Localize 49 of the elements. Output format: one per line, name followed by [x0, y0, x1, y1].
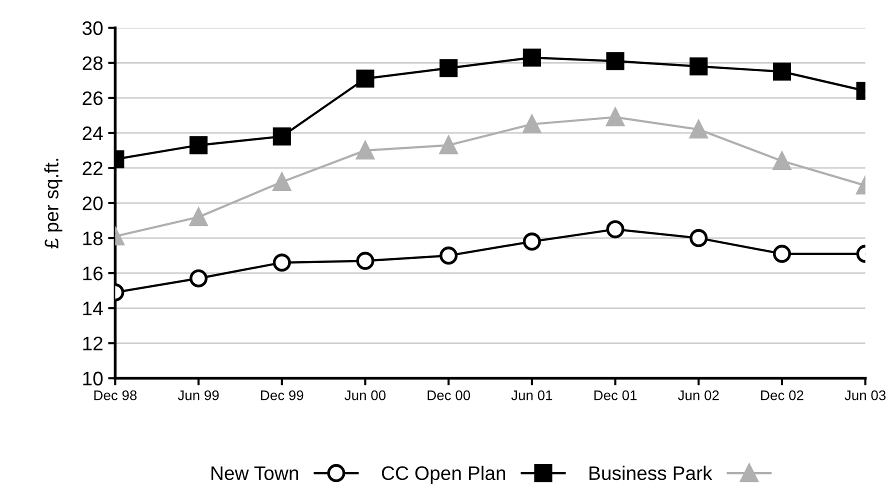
legend-label: CC Open Plan [382, 466, 506, 484]
point [272, 254, 291, 272]
point [190, 208, 208, 226]
point [272, 127, 291, 146]
point [272, 172, 291, 192]
point [772, 152, 791, 170]
point [440, 246, 458, 265]
point [606, 220, 624, 238]
y-tick-label: 24 [82, 126, 103, 140]
x-tick-label: Jun 01 [511, 390, 552, 400]
point [190, 136, 208, 154]
point [522, 232, 541, 251]
x-tick-label: Jun 02 [678, 390, 719, 400]
point [356, 252, 374, 270]
point [772, 62, 791, 81]
y-axis-title: £ per sq.ft. [44, 158, 62, 248]
point [690, 57, 708, 76]
point [606, 52, 624, 70]
point [772, 244, 791, 263]
x-tick-label: Jun 03 [844, 390, 886, 400]
y-tick-label: 12 [83, 336, 102, 350]
x-tick-label: Dec 98 [94, 390, 137, 400]
x-tick-label: Dec 00 [428, 390, 470, 400]
y-tick-label: 28 [82, 56, 103, 70]
point [190, 269, 208, 288]
point [440, 59, 458, 78]
x-tick-label: Dec 01 [594, 390, 637, 400]
point [690, 120, 708, 138]
y-tick-label: 30 [82, 21, 103, 36]
point [606, 108, 624, 126]
y-tick-label: 14 [83, 302, 103, 316]
point [356, 70, 374, 88]
y-tick-label: 26 [82, 91, 103, 106]
x-tick-label: Dec 02 [761, 390, 804, 400]
y-tick-label: 22 [82, 161, 102, 176]
y-tick-label: 10 [83, 372, 103, 386]
point [522, 48, 541, 67]
point [522, 115, 541, 134]
x-tick-label: Jun 99 [178, 390, 219, 400]
y-tick-label: 18 [83, 232, 103, 246]
legend-label: Business Park [590, 466, 712, 480]
point [690, 229, 708, 248]
y-tick-label: 16 [83, 266, 103, 280]
x-tick-label: Jun 00 [344, 390, 386, 400]
legend-label: New Town [212, 466, 298, 480]
x-tick-label: Dec 99 [261, 390, 304, 400]
point [440, 136, 458, 154]
point [356, 141, 374, 160]
y-tick-label: 20 [82, 196, 103, 210]
